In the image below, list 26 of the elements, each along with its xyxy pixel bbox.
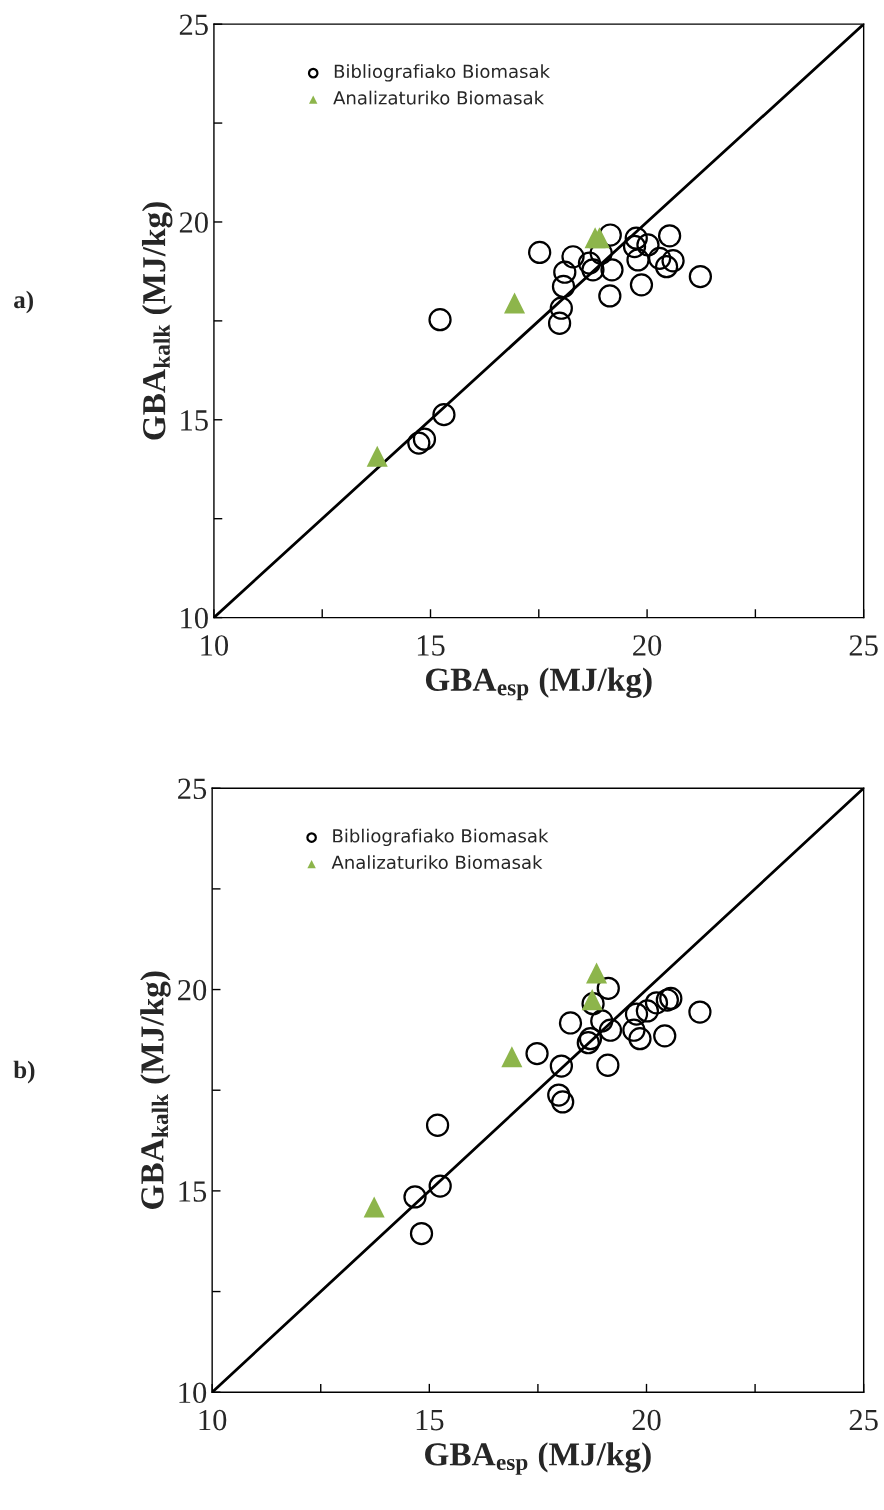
text: a) [14,290,33,314]
x-tick-label: 25 [849,1409,878,1431]
y-tick-label: 25 [179,14,208,36]
legend-label: Bibliografiako Biomasak [333,828,549,847]
legend-label: Analizaturiko Biomasak [333,90,545,105]
legend-label: Analizaturiko Biomasak [331,855,543,870]
x-tick-label: 15 [416,1409,444,1431]
y-axis-title: GBA$_{kalk}$ (MJ/kg) [140,971,171,1209]
x-tick-label: 10 [199,1409,227,1431]
y-tick-label: 15 [181,410,208,431]
x-tick-label: 25 [849,635,878,656]
x-tick-label: 10 [201,635,229,656]
text: b) [13,1060,35,1084]
legend-label: Bibliografiako Biomasak [334,64,550,82]
x-tick-label: 20 [632,1409,661,1431]
y-tick-label: 25 [178,778,207,800]
y-axis-title: GBA$_{kalk}$ (MJ/kg) [141,202,173,440]
y-tick-label: 10 [179,1382,207,1404]
x-tick-label: 20 [633,635,662,656]
y-tick-label: 20 [179,212,208,233]
y-tick-label: 10 [181,607,208,629]
x-tick-label: 15 [417,635,445,656]
x-axis-title: GBA$_{esp}$ (MJ/kg) [425,1442,651,1475]
y-tick-label: 20 [178,979,207,1001]
x-axis-title: GBA$_{esp}$ (MJ/kg) [425,667,652,701]
y-tick-label: 15 [179,1181,207,1202]
